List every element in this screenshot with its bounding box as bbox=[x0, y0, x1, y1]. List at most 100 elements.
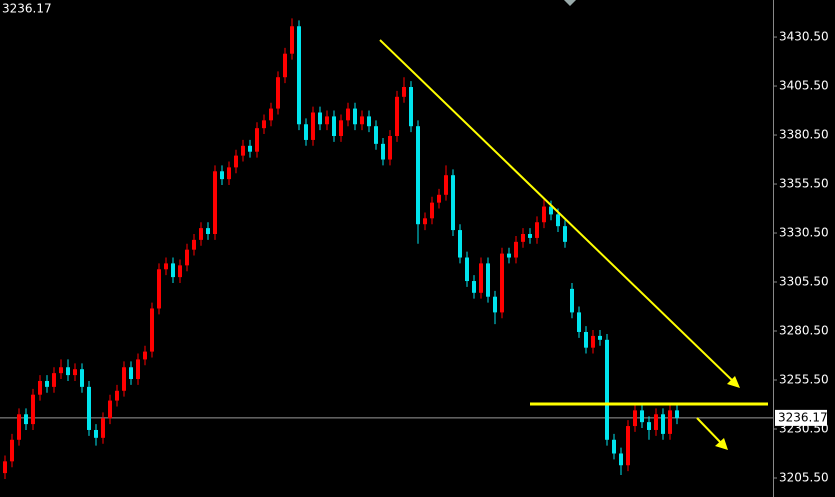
candle-body bbox=[591, 335, 595, 348]
y-tick-label: 3305.50 bbox=[779, 275, 829, 289]
candle-body bbox=[549, 206, 553, 215]
candle-body bbox=[171, 263, 175, 278]
candle-body bbox=[255, 128, 259, 152]
candle-body bbox=[59, 367, 63, 374]
projection-arrow bbox=[715, 438, 728, 450]
candle-body bbox=[80, 369, 84, 387]
candle-body bbox=[458, 230, 462, 258]
candle-body bbox=[493, 296, 497, 313]
trend-line bbox=[379, 39, 737, 385]
candle-body bbox=[647, 422, 651, 430]
candle-body bbox=[276, 77, 280, 109]
candle-body bbox=[535, 222, 539, 238]
candle-body bbox=[66, 367, 70, 376]
candle-body bbox=[605, 339, 609, 440]
y-tick-label: 3405.50 bbox=[779, 79, 829, 93]
candle-body bbox=[423, 218, 427, 225]
candle-body bbox=[213, 171, 217, 234]
candle-body bbox=[17, 414, 21, 440]
candle-body bbox=[24, 414, 28, 425]
candle-body bbox=[129, 367, 133, 380]
candle-body bbox=[192, 239, 196, 250]
candle-body bbox=[52, 373, 56, 387]
candle-body bbox=[479, 263, 483, 293]
candle-body bbox=[661, 414, 665, 434]
y-tick-label: 3330.50 bbox=[779, 226, 829, 240]
candle-body bbox=[3, 461, 7, 474]
candle-body bbox=[143, 351, 147, 360]
candle-body bbox=[563, 226, 567, 242]
candle-body bbox=[73, 369, 77, 376]
candle-body bbox=[290, 26, 294, 54]
plot-area bbox=[0, 18, 773, 479]
candle-body bbox=[542, 206, 546, 223]
candle-body bbox=[402, 87, 406, 97]
candle-body bbox=[199, 228, 203, 240]
candle-body bbox=[122, 367, 126, 391]
candle-body bbox=[507, 253, 511, 258]
candle-body bbox=[486, 263, 490, 297]
candle-body bbox=[430, 202, 434, 219]
candle-body bbox=[157, 269, 161, 309]
candle-body bbox=[675, 410, 679, 418]
candle-body bbox=[577, 312, 581, 332]
candle-body bbox=[416, 126, 420, 225]
candle-body bbox=[612, 439, 616, 454]
candle-body bbox=[332, 116, 336, 137]
candle-body bbox=[10, 439, 14, 462]
y-tick-label: 3355.50 bbox=[779, 177, 829, 191]
candle-body bbox=[556, 214, 560, 227]
annotations bbox=[379, 39, 768, 450]
candle-body bbox=[94, 429, 98, 438]
last-price-box bbox=[775, 409, 827, 426]
candle-body bbox=[38, 380, 42, 395]
y-tick-label: 3255.50 bbox=[779, 373, 829, 387]
candle-body bbox=[227, 167, 231, 180]
candle-body bbox=[108, 400, 112, 419]
candle-body bbox=[654, 414, 658, 430]
candle-body bbox=[220, 171, 224, 180]
candle-body bbox=[668, 410, 672, 434]
y-tick-label: 3430.50 bbox=[779, 30, 829, 44]
candle-body bbox=[514, 241, 518, 258]
candle-body bbox=[346, 108, 350, 121]
candle-body bbox=[472, 281, 476, 293]
y-tick-label: 3205.50 bbox=[779, 470, 829, 484]
y-tick-label: 3280.50 bbox=[779, 324, 829, 338]
candle-body bbox=[304, 124, 308, 140]
candle-body bbox=[45, 380, 49, 387]
last-price-label: 3236.17 bbox=[778, 410, 828, 424]
candle-body bbox=[374, 126, 378, 144]
candle-body bbox=[283, 53, 287, 78]
candle-body bbox=[311, 112, 315, 140]
candle-body bbox=[353, 108, 357, 125]
candle-body bbox=[500, 253, 504, 313]
candle-body bbox=[262, 120, 266, 129]
candle-body bbox=[241, 145, 245, 156]
candle-body bbox=[367, 116, 371, 127]
last-price-caption: 3236.17 bbox=[2, 2, 52, 16]
candle-body bbox=[451, 175, 455, 231]
projection-line bbox=[696, 417, 725, 447]
candle-body bbox=[115, 390, 119, 401]
candle-body bbox=[178, 265, 182, 278]
candle-body bbox=[136, 359, 140, 380]
candle-body bbox=[381, 143, 385, 160]
candle-body bbox=[87, 386, 91, 430]
candle-body bbox=[444, 175, 448, 195]
candle-body bbox=[185, 249, 189, 266]
candle-body bbox=[297, 26, 301, 125]
candle-body bbox=[633, 410, 637, 427]
candle-body bbox=[570, 288, 574, 313]
candle-body bbox=[598, 335, 602, 340]
candle-body bbox=[619, 453, 623, 466]
candle-body bbox=[465, 257, 469, 282]
trend-arrow bbox=[727, 376, 740, 388]
candle-body bbox=[31, 394, 35, 425]
candle-body bbox=[325, 116, 329, 125]
candle-body bbox=[150, 308, 154, 352]
candle-body bbox=[339, 120, 343, 137]
y-tick-label: 3380.50 bbox=[779, 128, 829, 142]
candle-body bbox=[234, 155, 238, 168]
